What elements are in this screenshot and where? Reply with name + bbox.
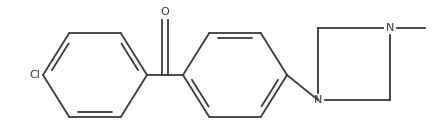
Text: Cl: Cl <box>29 70 40 80</box>
Text: N: N <box>314 95 322 105</box>
Text: N: N <box>386 23 394 33</box>
Text: O: O <box>161 7 169 17</box>
